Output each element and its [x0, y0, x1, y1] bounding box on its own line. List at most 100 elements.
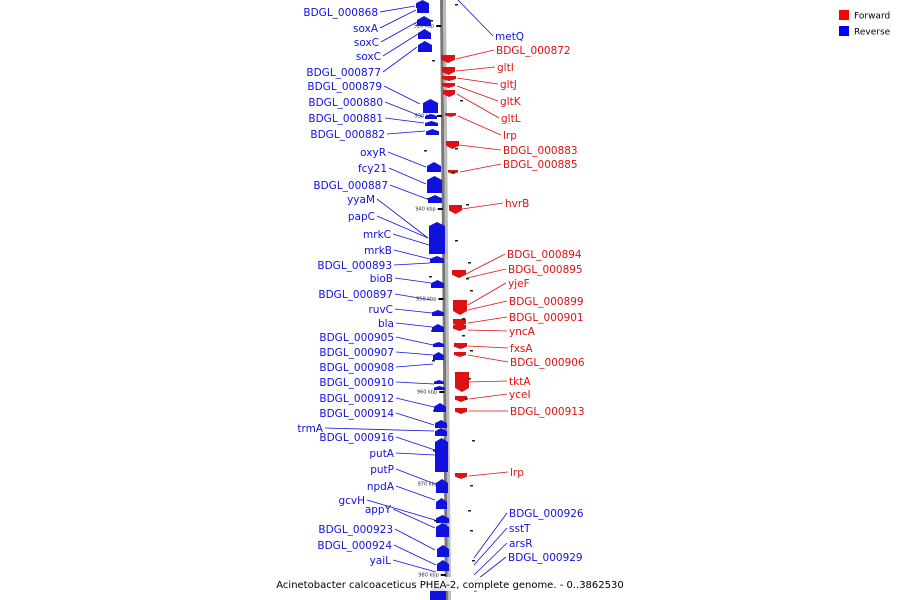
reverse-gene-arrow: [432, 324, 444, 332]
reverse-gene-arrow: [433, 342, 444, 347]
leader-line: [394, 308, 433, 314]
gene-label-reverse: BDGL_000877: [306, 67, 381, 79]
leader-line: [467, 300, 508, 311]
gene-label-reverse: BDGL_000882: [310, 129, 385, 141]
leader-line: [456, 77, 499, 85]
leader-line: [392, 559, 437, 573]
gene-label-reverse: trmA: [297, 423, 323, 435]
gene-label-forward: yncA: [509, 326, 536, 338]
gene-label-forward: BDGL_000899: [509, 296, 584, 308]
gene-label-reverse: mrkB: [364, 245, 392, 257]
leader-line: [395, 468, 436, 485]
gene-label-forward: BDGL_000894: [507, 249, 582, 261]
legend-label: Reverse: [854, 28, 891, 38]
gene-marker: [429, 276, 432, 278]
leader-line: [473, 527, 508, 566]
gene-marker: [462, 318, 465, 320]
gene-label-forward: BDGL_000913: [510, 406, 585, 418]
gene-label-reverse: oxyR: [360, 147, 386, 159]
gene-label-reverse: BDGL_000923: [318, 524, 393, 536]
gene-marker: [472, 560, 475, 562]
kbp-tick-label: 920 kbp: [414, 24, 434, 30]
reverse-gene-arrow: [429, 222, 445, 254]
leader-line: [466, 268, 507, 279]
reverse-gene-arrow: [423, 99, 438, 113]
map-caption: Acinetobacter calcoaceticus PHEA-2, comp…: [276, 580, 624, 591]
leader-line: [382, 46, 418, 73]
gene-marker: [434, 520, 437, 522]
gene-label-reverse: metQ: [495, 31, 524, 43]
gene-marker: [465, 398, 468, 400]
leader-line: [376, 215, 429, 239]
leader-line: [395, 336, 434, 346]
leader-line: [389, 184, 428, 200]
leader-line: [392, 508, 436, 529]
reverse-gene-arrow: [437, 545, 449, 557]
reverse-gene-arrow: [432, 310, 444, 316]
reverse-gene-arrow: [425, 114, 437, 119]
gene-label-reverse: BDGL_000868: [303, 7, 378, 19]
reverse-gene-arrow: [436, 479, 448, 493]
gene-marker: [466, 278, 469, 280]
gene-label-reverse: BDGL_000914: [319, 408, 394, 420]
gene-label-reverse: putA: [369, 448, 394, 460]
gene-label-forward: yceI: [509, 389, 531, 401]
leader-line: [384, 101, 424, 118]
gene-label-reverse: BDGL_000926: [509, 508, 584, 520]
forward-gene-arrow: [443, 90, 455, 97]
leader-line: [473, 512, 508, 559]
gene-label-reverse: bla: [378, 318, 394, 330]
reverse-gene-arrow: [434, 380, 444, 384]
reverse-gene-arrow: [435, 420, 447, 428]
gene-marker: [468, 262, 471, 264]
gene-label-forward: tktA: [509, 376, 531, 388]
reverse-gene-arrow: [427, 176, 442, 193]
gene-label-reverse: mrkC: [363, 229, 391, 241]
gene-label-reverse: BDGL_000893: [317, 260, 392, 272]
leader-line: [376, 198, 429, 239]
leader-line: [388, 167, 427, 185]
leader-line: [459, 163, 502, 173]
leader-line: [456, 93, 500, 119]
leader-line: [395, 485, 436, 501]
forward-gene-arrow: [453, 300, 467, 315]
gene-label-forward: lrp: [510, 467, 524, 479]
gene-label-reverse: BDGL_000910: [319, 377, 394, 389]
reverse-gene-arrow: [418, 29, 431, 39]
gene-label-reverse: BDGL_000880: [308, 97, 383, 109]
gene-label-reverse: BDGL_000916: [319, 432, 394, 444]
kbp-tick-label: 960 kbp: [417, 390, 437, 396]
leader-line: [473, 542, 508, 576]
gene-label-reverse: papC: [348, 211, 375, 223]
leader-line: [383, 85, 421, 105]
reverse-gene-arrow: [427, 162, 441, 172]
gene-marker: [462, 335, 465, 337]
leader-line: [467, 316, 508, 324]
gene-marker: [470, 350, 473, 352]
forward-gene-arrow: [446, 141, 459, 149]
leader-line: [458, 144, 502, 151]
gene-marker: [460, 100, 463, 102]
leader-line: [461, 202, 504, 210]
reverse-gene-arrow: [417, 4, 429, 13]
leader-line: [395, 381, 435, 385]
gene-marker: [424, 150, 427, 152]
gene-label-forward: gltI: [497, 62, 514, 74]
forward-gene-arrow: [441, 55, 455, 63]
gene-label-forward: BDGL_000885: [503, 159, 578, 171]
gene-label-reverse: BDGL_000908: [319, 362, 394, 374]
gene-label-reverse: BDGL_000924: [317, 540, 392, 552]
leader-line: [393, 544, 437, 566]
gene-label-forward: BDGL_000906: [510, 357, 585, 369]
chromosome-backbone-shade: [443, 0, 451, 600]
gene-marker: [468, 510, 471, 512]
reverse-gene-arrow: [437, 560, 449, 571]
gene-marker: [431, 330, 434, 332]
forward-gene-arrow: [455, 473, 467, 479]
gene-label-forward: yjeF: [508, 278, 530, 290]
gene-label-reverse: npdA: [367, 481, 395, 493]
gene-label-forward: BDGL_000872: [496, 45, 571, 57]
gene-label-reverse: gcvH: [338, 495, 365, 507]
leader-line: [467, 282, 507, 306]
